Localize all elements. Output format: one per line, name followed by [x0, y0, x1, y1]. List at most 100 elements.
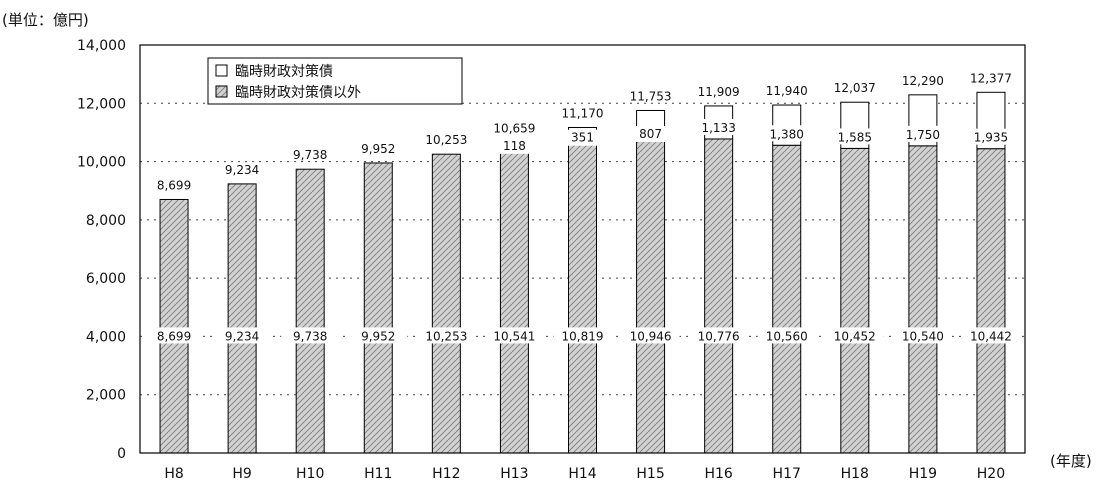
value-label-other: 10,776	[698, 329, 740, 343]
x-tick-label: H12	[432, 466, 460, 480]
value-label-total: 11,170	[562, 106, 604, 120]
axes: 0 2,000 4,000 6,000 8,000 10,000 12,000 14,000 H…	[77, 38, 1026, 482]
x-tick-label: H14	[568, 466, 596, 480]
bar-segment-other	[159, 198, 189, 454]
y-tick-label: 6,000	[86, 271, 126, 287]
y-tick-label: 4,000	[86, 329, 126, 345]
bar-segment-other	[636, 133, 666, 454]
value-label-bg	[485, 327, 544, 344]
value-label-rinji: 1,380	[770, 127, 804, 141]
value-label-total: 9,738	[293, 148, 327, 162]
plot-frame	[139, 44, 1026, 454]
value-label-bg	[757, 327, 816, 344]
value-label-total: 9,952	[361, 142, 395, 156]
bar-segment-other	[976, 148, 1006, 454]
value-label-rinji: 351	[571, 131, 594, 145]
value-label-bg	[565, 129, 600, 146]
value-label-other: 9,738	[293, 329, 327, 343]
value-label-bg	[905, 125, 940, 142]
value-label-other: 10,541	[493, 329, 535, 343]
value-label-total: 10,659	[493, 121, 535, 135]
value-label-other: 10,540	[902, 329, 944, 343]
x-tick-label: H9	[232, 466, 251, 480]
value-label-other: 10,819	[562, 329, 604, 343]
value-label-total: 10,253	[425, 133, 467, 147]
bar-segment-other	[704, 138, 734, 454]
y-unit-label: (単位：億円)	[2, 11, 89, 29]
bars	[159, 91, 1006, 454]
value-label-bg	[621, 327, 680, 344]
value-label-bg	[893, 327, 952, 344]
value-label-other: 9,952	[361, 329, 395, 343]
value-label-other: 10,946	[630, 329, 672, 343]
value-label-total: 9,234	[225, 163, 259, 177]
value-label-bg	[497, 137, 532, 154]
legend-swatch-rinji	[215, 64, 228, 77]
x-tick-label: H10	[296, 466, 324, 480]
value-label-rinji: 1,750	[906, 128, 940, 142]
bar-segment-other	[363, 162, 393, 454]
bar-segment-other	[499, 145, 529, 454]
legend: 臨時財政対策債 臨時財政対策債以外	[207, 57, 463, 105]
x-tick-label: H17	[773, 466, 801, 480]
x-tick-label: H11	[364, 466, 392, 480]
value-label-bg	[961, 327, 1020, 344]
value-label-bg	[769, 125, 804, 142]
x-tick-label: H16	[704, 466, 732, 480]
value-label-bg	[417, 327, 476, 344]
value-label-bg	[689, 327, 748, 344]
x-tick-label: H20	[977, 466, 1005, 480]
y-tick-label: 2,000	[86, 388, 126, 404]
value-label-bg	[281, 327, 340, 344]
x-tick-label: H15	[636, 466, 664, 480]
bar-segment-other	[431, 153, 461, 454]
value-label-rinji: 807	[639, 127, 662, 141]
value-label-total: 11,940	[766, 84, 808, 98]
y-tick-label: 0	[117, 446, 126, 462]
value-label-total: 8,699	[157, 178, 191, 192]
value-label-bg	[825, 327, 884, 344]
value-label-other: 10,452	[834, 329, 876, 343]
data-labels: 8,699 8,699 9,234 9,234 9,738 9,738 9,952 9,952…	[145, 71, 1020, 344]
value-label-other: 10,442	[970, 329, 1012, 343]
value-label-bg	[553, 327, 612, 344]
value-label-rinji: 118	[503, 139, 526, 153]
value-label-bg	[633, 126, 668, 143]
bar-segment-other	[908, 145, 938, 454]
value-label-other: 10,253	[425, 329, 467, 343]
value-label-bg	[213, 327, 272, 344]
value-label-other: 9,234	[225, 329, 259, 343]
value-label-other: 8,699	[157, 329, 191, 343]
y-tick-label: 12,000	[77, 96, 126, 112]
x-tick-label: H19	[909, 466, 937, 480]
value-label-bg	[349, 327, 408, 344]
value-label-rinji: 1,133	[701, 121, 735, 135]
bar-segment-other	[840, 147, 870, 454]
x-unit-label: (年度)	[1050, 452, 1092, 470]
x-tick-label: H13	[500, 466, 528, 480]
y-tick-label: 10,000	[77, 155, 126, 171]
value-label-bg	[837, 128, 872, 145]
legend-swatch-other	[215, 85, 228, 98]
value-label-rinji: 1,935	[974, 131, 1008, 145]
bar-segment-other	[227, 183, 257, 454]
value-label-other: 10,560	[766, 329, 808, 343]
bar-segment-other	[568, 137, 597, 454]
value-label-bg	[973, 128, 1008, 145]
x-tick-label: H8	[164, 466, 183, 480]
value-label-total: 11,753	[630, 89, 672, 103]
value-label-total: 11,909	[698, 85, 740, 99]
value-label-bg	[145, 327, 204, 344]
value-label-total: 12,290	[902, 74, 944, 88]
legend-box	[207, 57, 463, 105]
y-tick-label: 14,000	[77, 38, 126, 54]
bar-segment-other	[295, 168, 325, 454]
legend-label-rinji: 臨時財政対策債	[235, 63, 333, 80]
value-label-rinji: 1,585	[838, 130, 872, 144]
value-label-total: 12,377	[970, 71, 1012, 85]
value-label-bg	[701, 118, 736, 135]
value-label-total: 12,037	[834, 81, 876, 95]
x-tick-label: H18	[841, 466, 869, 480]
bar-segment-other	[772, 144, 802, 454]
